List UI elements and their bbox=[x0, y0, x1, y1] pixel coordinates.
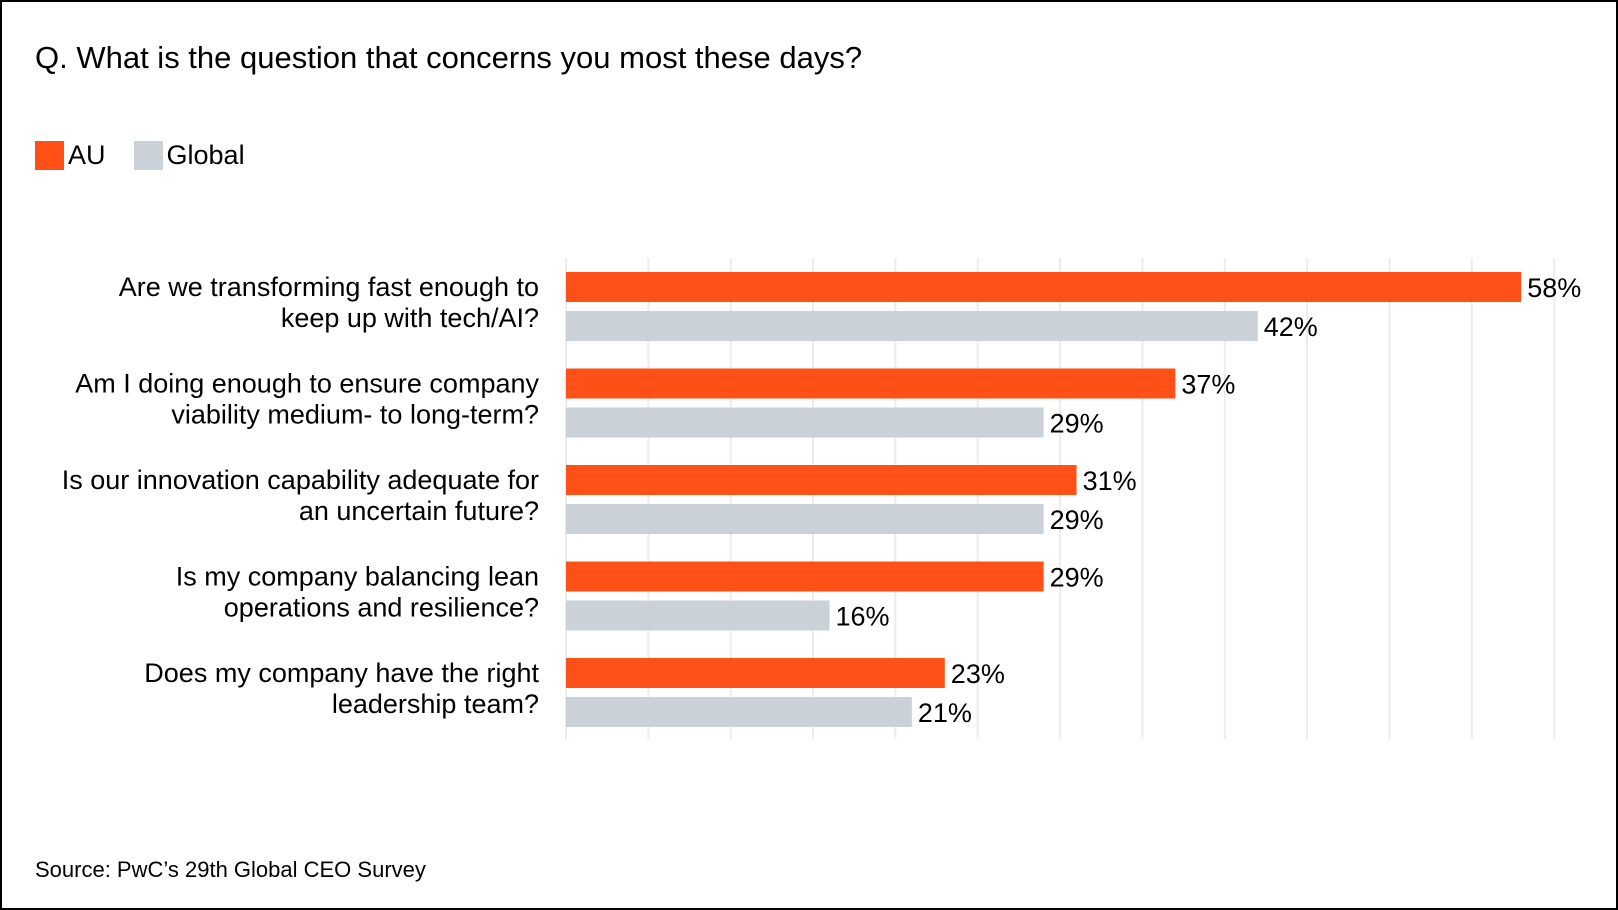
data-label-global: 21% bbox=[918, 698, 972, 728]
legend-item-au: AU bbox=[35, 140, 106, 171]
data-label-au: 58% bbox=[1527, 273, 1581, 303]
category-label-line: viability medium- to long-term? bbox=[171, 400, 539, 430]
bar-global bbox=[566, 504, 1044, 534]
legend-item-global: Global bbox=[133, 140, 245, 171]
data-label-global: 29% bbox=[1050, 409, 1104, 439]
category-label-line: Am I doing enough to ensure company bbox=[75, 369, 539, 399]
category-label: Does my company have the right leadership… bbox=[144, 658, 539, 719]
category-label-line: Is our innovation capability adequate fo… bbox=[62, 465, 539, 495]
category-label-line: Are we transforming fast enough to bbox=[119, 272, 539, 302]
bar-au bbox=[566, 465, 1077, 495]
bar-au bbox=[566, 561, 1044, 592]
source-note: Source: PwC’s 29th Global CEO Survey bbox=[35, 857, 426, 882]
bar-global bbox=[566, 697, 912, 727]
data-label-au: 31% bbox=[1083, 466, 1137, 496]
category-label: Are we transforming fast enough to keep u… bbox=[119, 272, 539, 333]
category-label-line: leadership team? bbox=[332, 689, 539, 719]
data-label-au: 23% bbox=[951, 659, 1005, 689]
data-label-au: 37% bbox=[1181, 370, 1235, 400]
category-label-line: Is my company balancing lean bbox=[176, 562, 539, 592]
bar-au bbox=[566, 658, 945, 688]
category-label-line: operations and resilience? bbox=[224, 593, 539, 623]
bar-au bbox=[566, 272, 1522, 302]
category-label: Is our innovation capability adequate fo… bbox=[62, 465, 539, 526]
bar-global bbox=[566, 311, 1258, 341]
legend-label-au: AU bbox=[68, 140, 106, 170]
bar-chart: Are we transforming fast enough to keep u… bbox=[62, 258, 1581, 739]
data-label-global: 16% bbox=[836, 602, 890, 632]
bar-au bbox=[566, 368, 1176, 399]
category-label-line: Does my company have the right bbox=[144, 658, 539, 688]
category-label: Is my company balancing lean operations a… bbox=[176, 562, 539, 623]
legend-label-global: Global bbox=[166, 140, 245, 170]
data-label-au: 29% bbox=[1050, 563, 1104, 593]
category-label-line: an uncertain future? bbox=[299, 496, 539, 526]
legend-swatch-global bbox=[133, 141, 163, 170]
data-label-global: 29% bbox=[1050, 505, 1104, 535]
data-label-global: 42% bbox=[1264, 312, 1318, 342]
category-label-line: keep up with tech/AI? bbox=[281, 303, 539, 333]
chart-title: Q. What is the question that concerns yo… bbox=[35, 40, 863, 75]
category-label: Am I doing enough to ensure company viabi… bbox=[75, 369, 539, 430]
bar-global bbox=[566, 407, 1044, 438]
bar-global bbox=[566, 600, 830, 631]
legend-swatch-au bbox=[35, 141, 64, 170]
legend: AU Global bbox=[35, 140, 273, 171]
